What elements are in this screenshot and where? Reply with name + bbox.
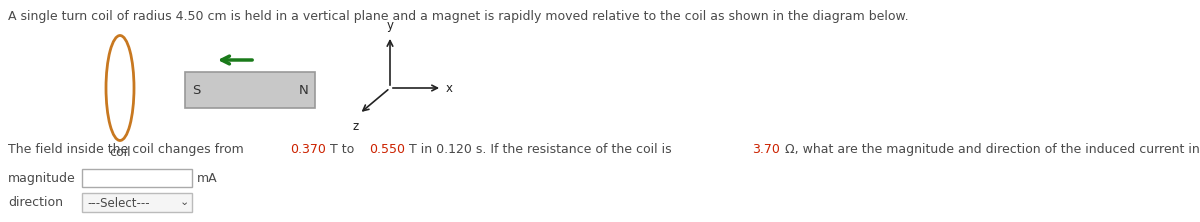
- Text: A single turn coil of radius 4.50 cm is held in a vertical plane and a magnet is: A single turn coil of radius 4.50 cm is …: [8, 10, 908, 23]
- Text: T to: T to: [325, 143, 358, 156]
- Text: 0.370: 0.370: [289, 143, 325, 156]
- Text: 0.550: 0.550: [370, 143, 406, 156]
- Text: The field inside the coil changes from: The field inside the coil changes from: [8, 143, 247, 156]
- Text: x: x: [446, 81, 454, 95]
- Text: ⌄: ⌄: [180, 197, 190, 207]
- Text: magnitude: magnitude: [8, 172, 76, 185]
- Bar: [82, 193, 192, 212]
- Bar: [185, 72, 314, 108]
- Text: Ω, what are the magnitude and direction of the induced current in the coil as vi: Ω, what are the magnitude and direction …: [781, 143, 1200, 156]
- Text: y: y: [386, 19, 394, 32]
- Text: direction: direction: [8, 196, 64, 209]
- Text: coil: coil: [109, 145, 131, 159]
- Text: z: z: [353, 120, 359, 133]
- Text: N: N: [299, 83, 308, 97]
- Text: S: S: [192, 83, 200, 97]
- Text: ---Select---: ---Select---: [88, 197, 150, 210]
- Text: mA: mA: [197, 172, 217, 185]
- Bar: [82, 169, 192, 187]
- Text: 3.70: 3.70: [752, 143, 780, 156]
- Text: T in 0.120 s. If the resistance of the coil is: T in 0.120 s. If the resistance of the c…: [406, 143, 676, 156]
